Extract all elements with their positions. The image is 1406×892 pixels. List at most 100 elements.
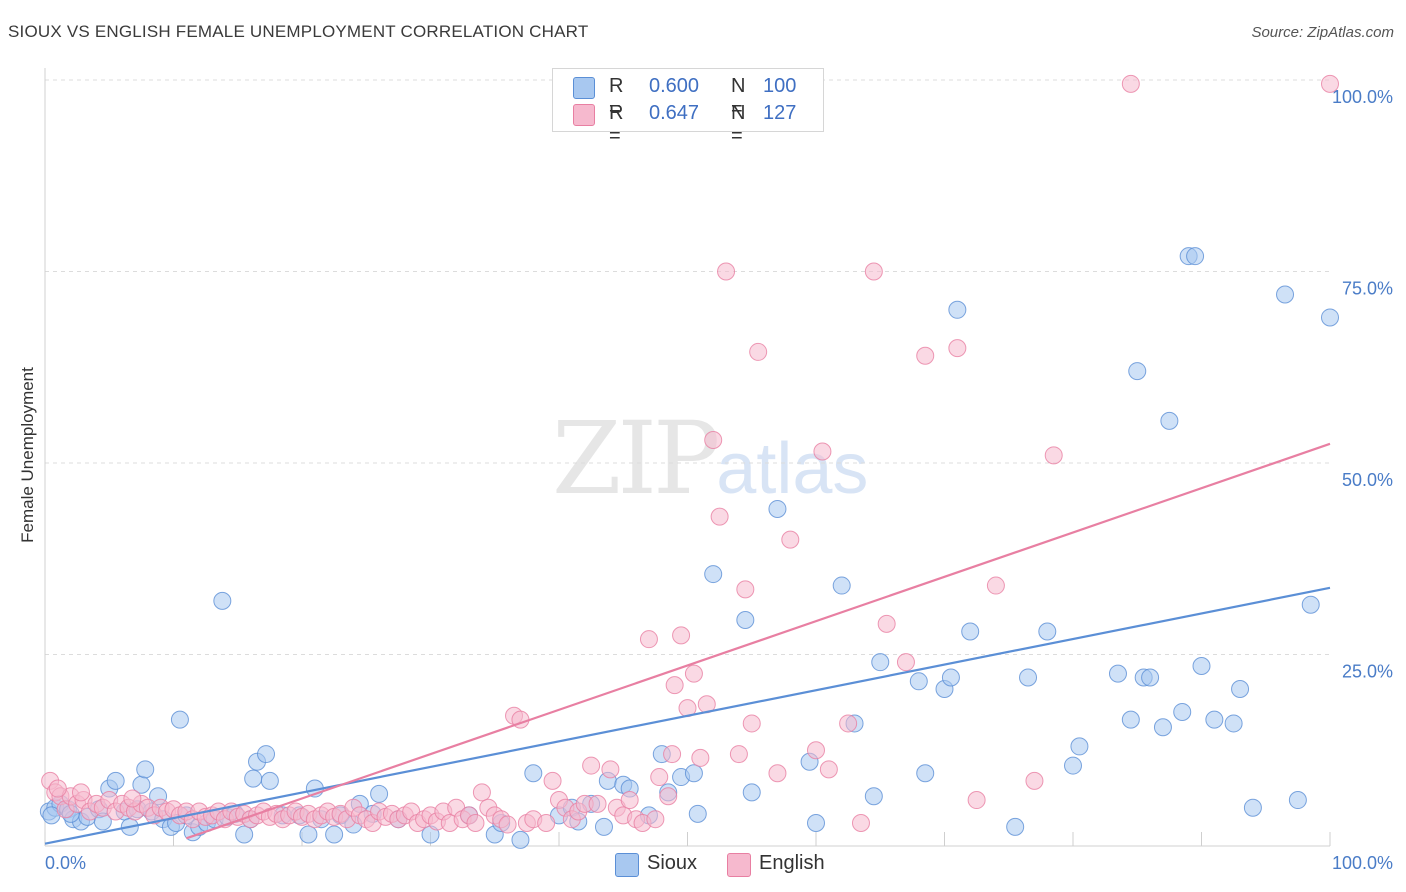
sioux-point [325, 825, 344, 844]
x-tick-label: 0.0% [45, 853, 86, 873]
english-point [543, 771, 562, 790]
legend-r-value: 0.600 [649, 75, 700, 97]
legend-r-label: R = [609, 102, 624, 147]
sioux-point [742, 783, 761, 802]
x-tick-label: 100.0% [1332, 853, 1393, 873]
sioux-point [832, 576, 851, 595]
sioux-point [909, 672, 928, 691]
sioux-point [1141, 668, 1160, 687]
english-point [967, 791, 986, 810]
watermark: ZIPatlas [552, 400, 868, 517]
sioux-point [736, 611, 755, 630]
legend-swatch-english [573, 104, 595, 126]
sioux-point [370, 784, 389, 803]
english-point [819, 760, 838, 779]
legend-r-label: R = [609, 75, 624, 120]
english-point [650, 768, 669, 787]
english-point [717, 262, 736, 281]
sioux-point [106, 771, 125, 790]
english-point [742, 714, 761, 733]
sioux-point [1288, 791, 1307, 810]
english-points [41, 74, 1339, 834]
axes [44, 68, 1331, 847]
sioux-point [864, 787, 883, 806]
english-point [588, 794, 607, 813]
english-point [896, 653, 915, 672]
sioux-point [299, 825, 318, 844]
sioux-point [941, 668, 960, 687]
sioux-point [1243, 798, 1262, 817]
sioux-point [260, 771, 279, 790]
english-point [839, 714, 858, 733]
sioux-point [235, 825, 254, 844]
legend-n-value: 127 [763, 102, 797, 124]
english-point [665, 676, 684, 695]
english-point [582, 756, 601, 775]
sioux-point [524, 764, 543, 783]
y-tick-label: 75.0% [1342, 279, 1393, 299]
sioux-point [871, 653, 890, 672]
english-point [851, 814, 870, 833]
sioux-point [961, 622, 980, 641]
y-axis-label: Female Unemployment [18, 367, 37, 543]
english-point [948, 339, 967, 358]
english-point [663, 745, 682, 764]
english-point [813, 442, 832, 461]
sioux-point [1019, 668, 1038, 687]
english-point [466, 814, 485, 833]
english-point [639, 630, 658, 649]
english-point [672, 626, 691, 645]
english-point [864, 262, 883, 281]
english-point [807, 741, 825, 760]
sioux-point [1301, 595, 1320, 614]
sioux-point [1231, 679, 1250, 698]
english-point [472, 783, 491, 802]
sioux-point [807, 814, 825, 833]
english-point [1044, 446, 1063, 465]
sioux-point [594, 817, 613, 836]
sioux-point [1276, 285, 1295, 304]
sioux-point [1121, 710, 1140, 729]
sioux-points [39, 247, 1339, 849]
sioux-point [1321, 308, 1339, 327]
english-point [48, 779, 67, 798]
sioux-point [704, 565, 723, 584]
watermark-atlas: atlas [716, 429, 869, 509]
bottom-legend-label-english: English [759, 852, 825, 874]
english-point [986, 576, 1005, 595]
bottom-legend-swatch-english [727, 853, 751, 877]
source-label: Source: ZipAtlas.com [1251, 24, 1394, 41]
english-trend-line [185, 442, 1331, 840]
legend-n-label: N = [731, 75, 746, 120]
sioux-point [1192, 656, 1211, 675]
english-point [123, 789, 142, 808]
english-point [1121, 74, 1140, 93]
sioux-point [244, 769, 263, 788]
trend-lines [44, 442, 1331, 845]
sioux-point [1205, 710, 1224, 729]
watermark-zip: ZIP [552, 400, 720, 517]
sioux-point [1038, 622, 1057, 641]
english-point [601, 760, 620, 779]
chart-title: SIOUX VS ENGLISH FEMALE UNEMPLOYMENT COR… [8, 22, 589, 41]
sioux-point [768, 499, 787, 518]
sioux-point [1153, 718, 1172, 737]
sioux-point [213, 591, 232, 610]
legend-swatch-sioux [573, 77, 595, 99]
tick-labels: 25.0% 50.0% 75.0% 100.0% 0.0% 100.0% [45, 87, 1393, 873]
sioux-point [1108, 664, 1127, 683]
english-point [749, 342, 768, 361]
sioux-point [688, 804, 707, 823]
english-point [620, 791, 639, 810]
english-point [659, 787, 678, 806]
sioux-point [1070, 737, 1089, 756]
english-point [498, 815, 517, 834]
bottom-legend-swatch-sioux [615, 853, 639, 877]
y-tick-label: 50.0% [1342, 470, 1393, 490]
legend-n-value: 100 [763, 75, 797, 97]
sioux-point [257, 745, 276, 764]
sioux-point [1186, 247, 1205, 266]
english-point [537, 814, 556, 833]
english-point [1025, 771, 1044, 790]
sioux-point [136, 760, 155, 779]
